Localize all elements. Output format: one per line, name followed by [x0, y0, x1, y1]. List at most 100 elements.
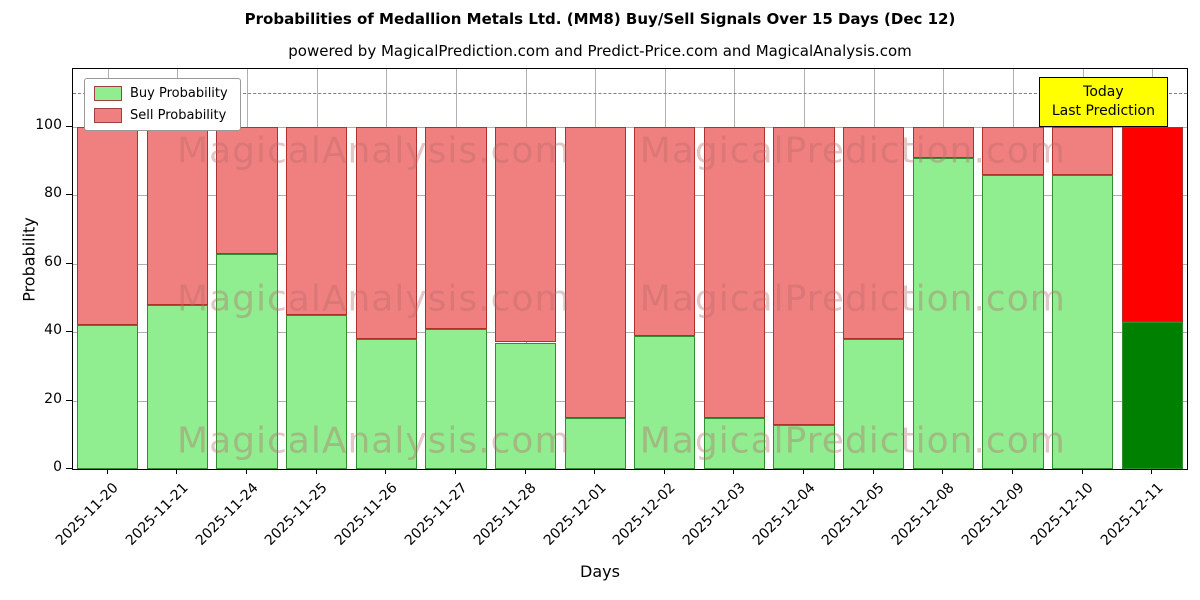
bar-sell-segment	[982, 127, 1044, 175]
bar-buy-segment	[634, 335, 696, 469]
gridline-h	[73, 195, 1187, 197]
x-tick-label: 2025-11-25	[262, 480, 332, 549]
bar-sell-segment	[634, 127, 696, 336]
buy-probability-swatch	[94, 86, 122, 101]
x-tick-mark	[872, 468, 874, 474]
y-tick-label: 0	[53, 459, 62, 475]
x-tick-mark	[594, 468, 596, 474]
x-axis-label: Days	[580, 562, 620, 581]
x-tick-mark	[733, 468, 735, 474]
bar-buy-segment	[982, 174, 1044, 469]
today-annotation-line1: Today	[1083, 84, 1124, 100]
x-tick-mark	[1011, 468, 1013, 474]
x-tick-label: 2025-12-10	[1028, 480, 1097, 549]
bar-sell-segment	[564, 127, 626, 418]
bar-buy-segment	[77, 325, 139, 469]
watermark-text: MagicalPrediction.com	[639, 420, 1066, 462]
bar-buy-segment	[843, 339, 905, 469]
x-tick-label: 2025-12-09	[958, 480, 1028, 549]
bar-buy-segment	[286, 315, 348, 469]
gridline-h	[73, 400, 1187, 402]
gridline-h	[73, 263, 1187, 265]
x-tick-mark	[176, 468, 178, 474]
x-tick-mark	[524, 468, 526, 474]
bar-sell-segment	[773, 127, 835, 425]
bar-buy-segment	[703, 417, 766, 469]
x-tick-mark	[1081, 468, 1083, 474]
bar-buy-segment	[912, 157, 974, 469]
x-tick-label: 2025-11-21	[122, 480, 192, 549]
bar-buy-segment	[216, 253, 278, 469]
sell-probability-swatch	[94, 108, 122, 123]
legend-label-buy: Buy Probability	[130, 86, 228, 101]
y-tick-mark	[66, 399, 72, 401]
bar-buy-segment	[1121, 321, 1183, 469]
bar-sell-segment	[494, 127, 557, 343]
x-tick-mark	[803, 468, 805, 474]
bar-sell-segment	[843, 127, 905, 340]
bar-buy-segment	[494, 342, 557, 469]
y-tick-label: 40	[44, 322, 62, 339]
bar-sell-segment	[425, 127, 487, 329]
bar-buy-segment	[1051, 174, 1114, 469]
x-tick-label: 2025-12-08	[888, 480, 958, 549]
bar-sell-segment	[703, 127, 766, 418]
bar-buy-segment	[425, 328, 487, 469]
y-tick-mark	[66, 468, 72, 469]
bar-sell-segment	[355, 127, 417, 340]
bar-sell-segment	[912, 127, 974, 158]
dashed-threshold-line	[73, 92, 1187, 94]
bar-sell-segment	[1121, 127, 1183, 322]
x-tick-mark	[1151, 468, 1153, 474]
x-tick-label: 2025-12-03	[679, 480, 749, 549]
x-tick-label: 2025-11-20	[53, 480, 123, 549]
x-tick-label: 2025-12-02	[610, 480, 680, 549]
x-tick-label: 2025-12-11	[1097, 480, 1167, 549]
y-tick-label: 60	[44, 253, 62, 270]
chart-title: Probabilities of Medallion Metals Ltd. (…	[244, 10, 956, 28]
gridline-h	[73, 332, 1187, 334]
plot-area: MagicalAnalysis.com MagicalPrediction.com…	[72, 68, 1188, 470]
x-tick-label: 2025-12-05	[819, 480, 889, 549]
bar-sell-segment	[1051, 127, 1114, 175]
bar-buy-segment	[146, 304, 209, 469]
y-tick-mark	[66, 331, 72, 333]
x-tick-mark	[315, 468, 317, 474]
bar-buy-segment	[564, 417, 626, 469]
legend-label-sell: Sell Probability	[130, 108, 227, 123]
x-tick-label: 2025-11-27	[401, 480, 471, 549]
legend-item-sell: Sell Probability	[94, 108, 228, 123]
today-annotation-line2: Last Prediction	[1051, 102, 1155, 119]
watermark-text: MagicalAnalysis.com	[177, 420, 571, 462]
watermark-text: MagicalPrediction.com	[639, 278, 1066, 320]
bar-sell-segment	[216, 127, 278, 254]
watermark-text: MagicalPrediction.com	[639, 130, 1066, 172]
x-tick-mark	[454, 468, 456, 474]
watermark-text: MagicalAnalysis.com	[177, 278, 571, 320]
today-annotation-box: Today Last Prediction	[1038, 77, 1168, 127]
y-tick-label: 100	[35, 117, 62, 134]
legend: Buy Probability Sell Probability	[84, 78, 241, 131]
chart-subtitle: powered by MagicalPrediction.com and Pre…	[288, 42, 912, 60]
bar-sell-segment	[77, 127, 139, 326]
x-tick-label: 2025-12-04	[749, 480, 819, 549]
y-tick-mark	[66, 194, 72, 196]
x-tick-label: 2025-12-01	[540, 480, 610, 549]
watermark-text: MagicalAnalysis.com	[177, 130, 571, 172]
x-tick-label: 2025-11-26	[331, 480, 401, 549]
bar-sell-segment	[286, 127, 348, 316]
x-tick-mark	[942, 468, 944, 474]
bar-buy-segment	[355, 339, 417, 469]
y-tick-label: 20	[44, 390, 62, 407]
gridline-h	[73, 127, 1187, 129]
y-tick-mark	[66, 126, 72, 128]
y-tick-label: 80	[44, 185, 62, 202]
bar-buy-segment	[773, 424, 835, 469]
x-tick-mark	[663, 468, 665, 474]
x-tick-label: 2025-11-24	[192, 480, 262, 549]
x-tick-mark	[385, 468, 387, 474]
x-tick-label: 2025-11-28	[471, 480, 540, 549]
y-tick-mark	[66, 262, 72, 264]
x-tick-mark	[246, 468, 248, 474]
